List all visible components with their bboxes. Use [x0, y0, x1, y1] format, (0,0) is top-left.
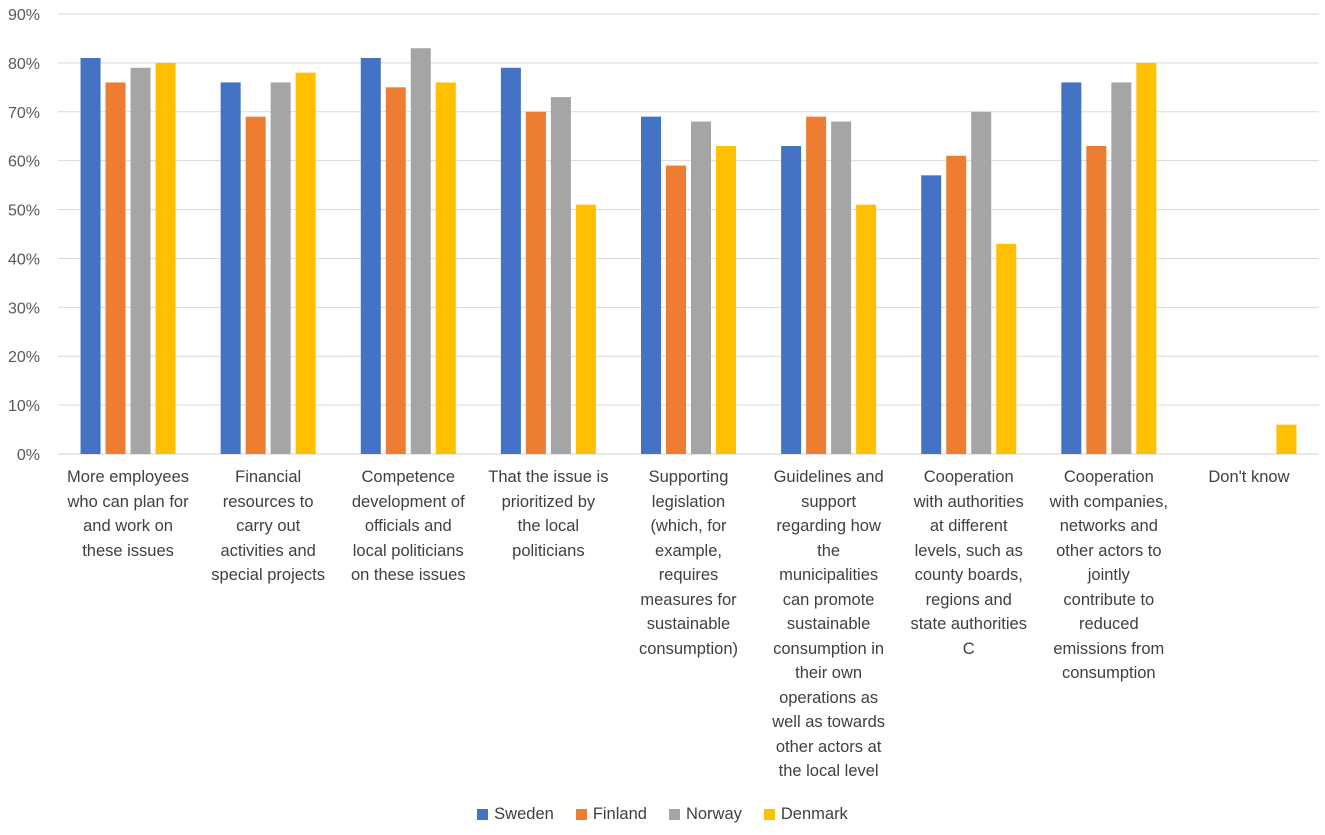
y-tick-label: 50% — [8, 203, 40, 220]
bar-denmark-8 — [1276, 424, 1297, 454]
bar-sweden-0 — [80, 58, 101, 454]
x-category-label: More employees who can plan for and work… — [67, 468, 190, 560]
bar-finland-3 — [525, 111, 546, 455]
bar-norway-1 — [270, 82, 291, 454]
bar-denmark-4 — [716, 146, 736, 454]
legend-label: Norway — [685, 805, 742, 823]
x-category-label: That the issue is prioritized by the loc… — [488, 468, 609, 560]
bar-sweden-6 — [921, 175, 942, 455]
x-category-label: Cooperation with companies, networks and… — [1049, 468, 1168, 682]
bar-finland-1 — [245, 116, 266, 455]
x-category-label: Don't know — [1208, 468, 1290, 486]
y-tick-label: 20% — [8, 349, 40, 366]
bar-norway-7 — [1111, 82, 1132, 454]
bar-sweden-4 — [641, 116, 661, 455]
bar-finland-6 — [946, 155, 967, 454]
legend-swatch — [477, 809, 489, 820]
bar-denmark-3 — [575, 204, 596, 454]
x-category-label: Supporting legislation (which, for examp… — [638, 468, 739, 658]
x-category-label: Competence development of officials and … — [350, 468, 466, 584]
bar-sweden-5 — [781, 146, 802, 454]
legend-item-sweden: Sweden — [477, 805, 554, 824]
bar-sweden-2 — [360, 58, 381, 454]
legend-label: Finland — [592, 805, 647, 823]
y-tick-label: 90% — [8, 7, 40, 24]
y-tick-label: 60% — [8, 154, 40, 171]
legend-label: Denmark — [780, 805, 848, 823]
bar-norway-3 — [550, 97, 571, 454]
legend-swatch — [575, 809, 587, 820]
bar-denmark-6 — [996, 243, 1017, 454]
bar-denmark-1 — [295, 72, 316, 455]
bar-norway-5 — [831, 121, 852, 455]
legend-item-norway: Norway — [668, 805, 742, 824]
bar-norway-4 — [691, 121, 711, 455]
y-tick-label: 80% — [8, 56, 40, 73]
bar-denmark-0 — [155, 62, 176, 455]
bar-sweden-7 — [1061, 82, 1082, 454]
x-category-label: Guidelines and support regarding how the… — [772, 468, 885, 780]
bar-finland-0 — [105, 82, 126, 454]
legend-swatch — [763, 809, 775, 820]
bar-finland-5 — [806, 116, 827, 455]
bar-finland-4 — [666, 165, 686, 455]
legend-swatch — [668, 809, 680, 820]
bar-norway-2 — [410, 48, 431, 454]
bar-denmark-5 — [856, 204, 877, 454]
legend-label: Sweden — [494, 805, 554, 823]
y-tick-label: 70% — [8, 105, 40, 122]
bar-norway-0 — [130, 67, 151, 455]
bar-denmark-7 — [1136, 62, 1157, 455]
bar-sweden-1 — [220, 82, 241, 454]
x-category-label: Cooperation with authorities at differen… — [910, 468, 1027, 658]
legend: Sweden Finland Norway Denmark — [0, 805, 1325, 824]
x-category-label: Financial resources to carry out activit… — [211, 468, 326, 584]
bar-denmark-2 — [435, 82, 456, 454]
y-tick-label: 10% — [8, 398, 40, 415]
y-tick-label: 30% — [8, 300, 40, 317]
y-tick-label: 0% — [17, 447, 40, 464]
bar-finland-7 — [1086, 146, 1107, 454]
legend-item-denmark: Denmark — [763, 805, 848, 824]
y-tick-label: 40% — [8, 251, 40, 268]
bar-norway-6 — [971, 111, 992, 455]
bar-finland-2 — [385, 87, 406, 454]
legend-item-finland: Finland — [575, 805, 647, 824]
bar-sweden-3 — [500, 67, 521, 455]
